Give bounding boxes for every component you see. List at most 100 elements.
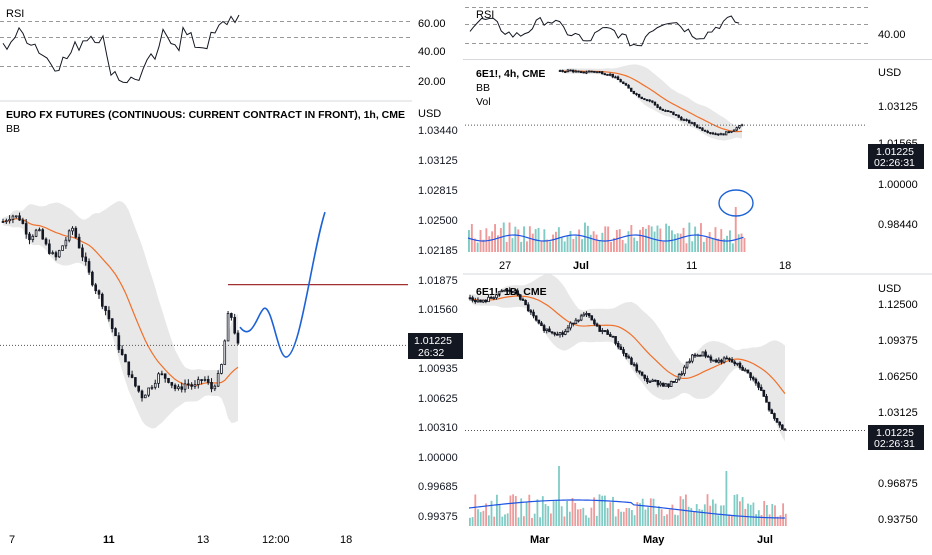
candle-body	[656, 104, 659, 108]
volume-bar	[520, 498, 523, 526]
candle-body	[632, 90, 636, 94]
candle-body	[226, 313, 230, 342]
candle-body	[603, 73, 607, 76]
candle-body	[190, 384, 193, 387]
candle-body	[616, 76, 620, 81]
candle-body	[733, 361, 737, 365]
left-price-tick: 1.02185	[418, 245, 458, 257]
volume-bar	[604, 495, 606, 526]
candle-body	[595, 323, 599, 327]
candle-body	[743, 369, 747, 372]
volume-bar	[584, 222, 586, 252]
candle-body	[741, 367, 744, 371]
candle-body	[57, 250, 61, 258]
volume-bar	[470, 223, 473, 252]
candle-body	[579, 315, 583, 321]
candle-body	[577, 70, 580, 73]
candle-body	[738, 125, 741, 129]
candle-body	[722, 357, 726, 363]
candle-body	[233, 317, 236, 334]
candle-body	[590, 315, 594, 321]
volume-bar	[695, 504, 698, 526]
volume-spike-circle[interactable]	[718, 189, 754, 217]
volume-bar	[749, 504, 752, 526]
volume-bar	[625, 508, 628, 526]
candle-body	[672, 111, 675, 115]
candle-body	[566, 327, 570, 332]
volume-bar	[540, 241, 543, 252]
left-price-tick: 1.01875	[418, 275, 458, 287]
volume-bar	[636, 240, 639, 252]
candle-body	[28, 233, 31, 241]
candle-body	[505, 289, 509, 292]
candle-body	[8, 218, 11, 222]
volume-bar	[582, 507, 585, 526]
volume-bar	[665, 223, 668, 252]
candle-body	[170, 382, 174, 386]
volume-bar	[487, 515, 490, 526]
volume-bar	[566, 235, 569, 252]
candle-body	[104, 305, 107, 311]
volume-bar	[743, 237, 746, 252]
volume-bar	[644, 228, 647, 252]
volume-bar	[633, 237, 636, 252]
candle-body	[653, 101, 657, 106]
volume-bar	[731, 243, 734, 252]
candle-body	[667, 383, 670, 387]
volume-bar	[682, 227, 685, 252]
volume-bar	[682, 499, 685, 526]
candle-body	[659, 382, 662, 386]
candle-body	[147, 387, 150, 396]
candle-body	[757, 382, 760, 388]
volume-bar	[528, 494, 531, 526]
volume-bar	[485, 228, 488, 252]
volume-bar	[468, 230, 470, 252]
volume-bar	[779, 515, 782, 526]
volume-bar	[674, 514, 676, 526]
candle-body	[703, 129, 707, 132]
volume-bar	[531, 233, 534, 252]
candle-body	[153, 382, 157, 388]
candle-body	[24, 223, 28, 235]
candle-body	[730, 359, 734, 363]
candle-body	[738, 362, 742, 368]
candle-body	[759, 386, 763, 391]
volume-bar	[574, 502, 577, 526]
candle-body	[719, 133, 723, 136]
volume-bar	[523, 516, 525, 526]
volume-bar	[676, 233, 679, 252]
projection-path[interactable]	[239, 211, 326, 358]
left-indicator-label: BB	[6, 123, 20, 135]
volume-bar	[712, 499, 714, 526]
volume-bar	[697, 233, 699, 252]
candle-body	[624, 83, 628, 86]
candle-body	[643, 98, 646, 101]
volume-bar	[768, 514, 771, 526]
candle-body	[765, 395, 768, 403]
volume-bar	[552, 501, 555, 526]
volume-bar	[747, 503, 749, 526]
candle-body	[526, 304, 530, 312]
volume-bar	[609, 502, 612, 526]
volume-bar	[660, 509, 663, 526]
volume-bar	[691, 241, 694, 252]
candle-body	[476, 299, 480, 303]
volume-bar	[726, 235, 728, 252]
candle-body	[107, 310, 111, 320]
left-price-tick: 1.00000	[418, 452, 458, 464]
volume-bar	[642, 227, 644, 252]
volume-bar	[740, 233, 743, 252]
candle-body	[529, 310, 533, 313]
candle-body	[669, 110, 672, 113]
tr-indicator-label: BB	[476, 82, 490, 94]
volume-bar	[598, 494, 601, 526]
br-time-tick: May	[643, 534, 665, 546]
volume-bar	[717, 515, 720, 526]
br-price-tick: 0.96875	[878, 478, 918, 490]
candle-body	[693, 354, 697, 357]
volume-bar	[577, 509, 579, 526]
volume-bar	[647, 225, 650, 252]
candle-body	[775, 418, 779, 423]
candle-body	[545, 328, 549, 331]
